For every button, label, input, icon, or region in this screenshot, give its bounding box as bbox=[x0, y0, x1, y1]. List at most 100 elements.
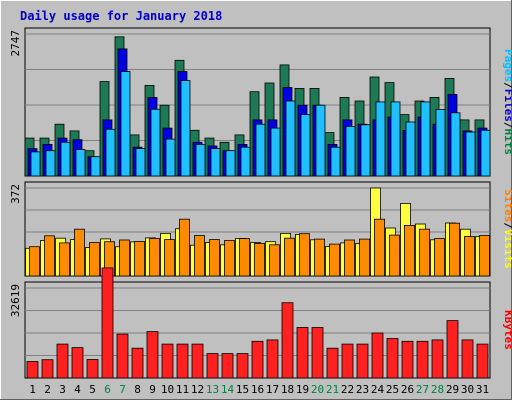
bar-sites-day-10 bbox=[164, 239, 175, 277]
bar-kbytes-day-25 bbox=[386, 338, 399, 379]
series-pages bbox=[30, 71, 491, 177]
bar-pages-day-2 bbox=[45, 150, 56, 177]
panel-visitors-axis-label-part: / bbox=[502, 222, 512, 229]
bar-pages-day-9 bbox=[150, 108, 161, 177]
bar-pages-day-22 bbox=[345, 126, 356, 177]
bar-pages-day-26 bbox=[405, 121, 416, 177]
bar-sites-day-1 bbox=[29, 246, 40, 277]
x-tick-label-day-13: 13 bbox=[206, 383, 219, 396]
bar-pages-day-6 bbox=[105, 128, 116, 177]
bar-pages-day-27 bbox=[420, 101, 431, 177]
bar-sites-day-29 bbox=[449, 222, 460, 277]
bar-kbytes-day-20 bbox=[311, 327, 324, 379]
bar-kbytes-day-11 bbox=[176, 343, 189, 379]
bar-sites-day-25 bbox=[389, 234, 400, 277]
bar-kbytes-day-24 bbox=[371, 332, 384, 379]
x-tick-label-day-18: 18 bbox=[281, 383, 294, 396]
x-tick-label-day-24: 24 bbox=[371, 383, 385, 396]
bar-sites-day-20 bbox=[314, 238, 325, 277]
bar-pages-day-10 bbox=[165, 138, 176, 177]
bar-kbytes-day-16 bbox=[251, 340, 264, 379]
bar-pages-day-30 bbox=[465, 131, 476, 177]
x-tick-label-day-9: 9 bbox=[149, 383, 156, 396]
bar-sites-day-8 bbox=[134, 241, 145, 277]
bar-kbytes-day-10 bbox=[161, 343, 174, 379]
bar-kbytes-day-19 bbox=[296, 327, 309, 379]
bar-kbytes-day-14 bbox=[221, 353, 234, 379]
x-tick-label-day-5: 5 bbox=[89, 383, 96, 396]
bar-pages-day-25 bbox=[390, 101, 401, 177]
bar-kbytes-day-31 bbox=[476, 343, 489, 379]
panel-requests-axis-label-part: Files bbox=[502, 89, 512, 122]
bar-pages-day-12 bbox=[195, 143, 206, 177]
bar-pages-day-18 bbox=[285, 100, 296, 177]
x-tick-label-day-2: 2 bbox=[44, 383, 51, 396]
bar-pages-day-3 bbox=[60, 141, 71, 177]
bar-sites-day-23 bbox=[359, 238, 370, 277]
bar-kbytes-day-15 bbox=[236, 353, 249, 379]
chart-title: Daily usage for January 2018 bbox=[20, 9, 222, 23]
x-tick-label-day-26: 26 bbox=[401, 383, 414, 396]
bar-pages-day-11 bbox=[180, 80, 191, 177]
panel-requests-axis-label-part: Hits bbox=[502, 129, 512, 156]
bar-pages-day-7 bbox=[120, 71, 131, 177]
bar-pages-day-17 bbox=[270, 127, 281, 177]
bar-sites-day-14 bbox=[224, 240, 235, 277]
x-tick-label-day-12: 12 bbox=[191, 383, 204, 396]
bar-sites-day-30 bbox=[464, 236, 475, 277]
series-sites bbox=[29, 218, 490, 277]
x-tick-label-day-23: 23 bbox=[356, 383, 369, 396]
x-tick-label-day-7: 7 bbox=[119, 383, 126, 396]
bar-kbytes-day-26 bbox=[401, 340, 414, 379]
bar-sites-day-26 bbox=[404, 224, 415, 277]
bar-kbytes-day-9 bbox=[146, 331, 159, 379]
x-tick-label-day-3: 3 bbox=[59, 383, 66, 396]
bar-pages-day-8 bbox=[135, 148, 146, 177]
panel-visitors-axis-label-part: Sites bbox=[502, 189, 512, 222]
bar-pages-day-28 bbox=[435, 109, 446, 177]
bar-pages-day-31 bbox=[480, 129, 491, 177]
bar-pages-day-23 bbox=[360, 124, 371, 177]
panel-visitors-ymax-label: 372 bbox=[9, 184, 22, 204]
bar-pages-day-24 bbox=[375, 101, 386, 177]
x-tick-label-day-10: 10 bbox=[161, 383, 174, 396]
bar-sites-day-16 bbox=[254, 242, 265, 277]
bar-kbytes-day-7 bbox=[116, 333, 129, 379]
series-kbytes bbox=[26, 267, 489, 379]
bar-sites-day-11 bbox=[179, 218, 190, 277]
bar-kbytes-day-21 bbox=[326, 347, 339, 379]
x-tick-label-day-6: 6 bbox=[104, 383, 111, 396]
panel-requests-axis-label-part: / bbox=[502, 82, 512, 89]
panel-visitors: 372 Sites/Visits bbox=[9, 181, 512, 277]
x-tick-label-day-19: 19 bbox=[296, 383, 309, 396]
x-tick-label-day-22: 22 bbox=[341, 383, 354, 396]
x-tick-label-day-17: 17 bbox=[266, 383, 279, 396]
bar-pages-day-29 bbox=[450, 112, 461, 177]
bar-kbytes-day-23 bbox=[356, 343, 369, 379]
bar-sites-day-19 bbox=[299, 233, 310, 277]
bar-sites-day-12 bbox=[194, 235, 205, 277]
panel-visitors-axis-label-part: Visits bbox=[502, 229, 512, 269]
bar-kbytes-day-8 bbox=[131, 347, 144, 379]
x-tick-label-day-25: 25 bbox=[386, 383, 399, 396]
panel-requests-axis-label: Pages/Files/Hits bbox=[502, 49, 512, 155]
bar-kbytes-day-13 bbox=[206, 353, 219, 379]
x-tick-label-day-15: 15 bbox=[236, 383, 249, 396]
bar-pages-day-4 bbox=[75, 149, 86, 177]
bar-kbytes-day-1 bbox=[26, 361, 39, 379]
x-tick-label-day-1: 1 bbox=[29, 383, 36, 396]
bar-sites-day-24 bbox=[374, 218, 385, 277]
x-tick-label-day-31: 31 bbox=[476, 383, 489, 396]
bar-kbytes-day-22 bbox=[341, 343, 354, 379]
bar-sites-day-9 bbox=[149, 237, 160, 277]
bar-sites-day-3 bbox=[59, 242, 70, 277]
bar-sites-day-17 bbox=[269, 244, 280, 277]
bar-sites-day-27 bbox=[419, 228, 430, 277]
bar-sites-day-5 bbox=[89, 242, 100, 277]
bar-kbytes-day-17 bbox=[266, 339, 279, 379]
bar-kbytes-day-29 bbox=[446, 320, 459, 379]
chart-panels: 2747Pages/Files/Hits372Sites/Visits32619… bbox=[9, 27, 512, 379]
x-tick-label-day-27: 27 bbox=[416, 383, 429, 396]
x-tick-label-day-29: 29 bbox=[446, 383, 459, 396]
